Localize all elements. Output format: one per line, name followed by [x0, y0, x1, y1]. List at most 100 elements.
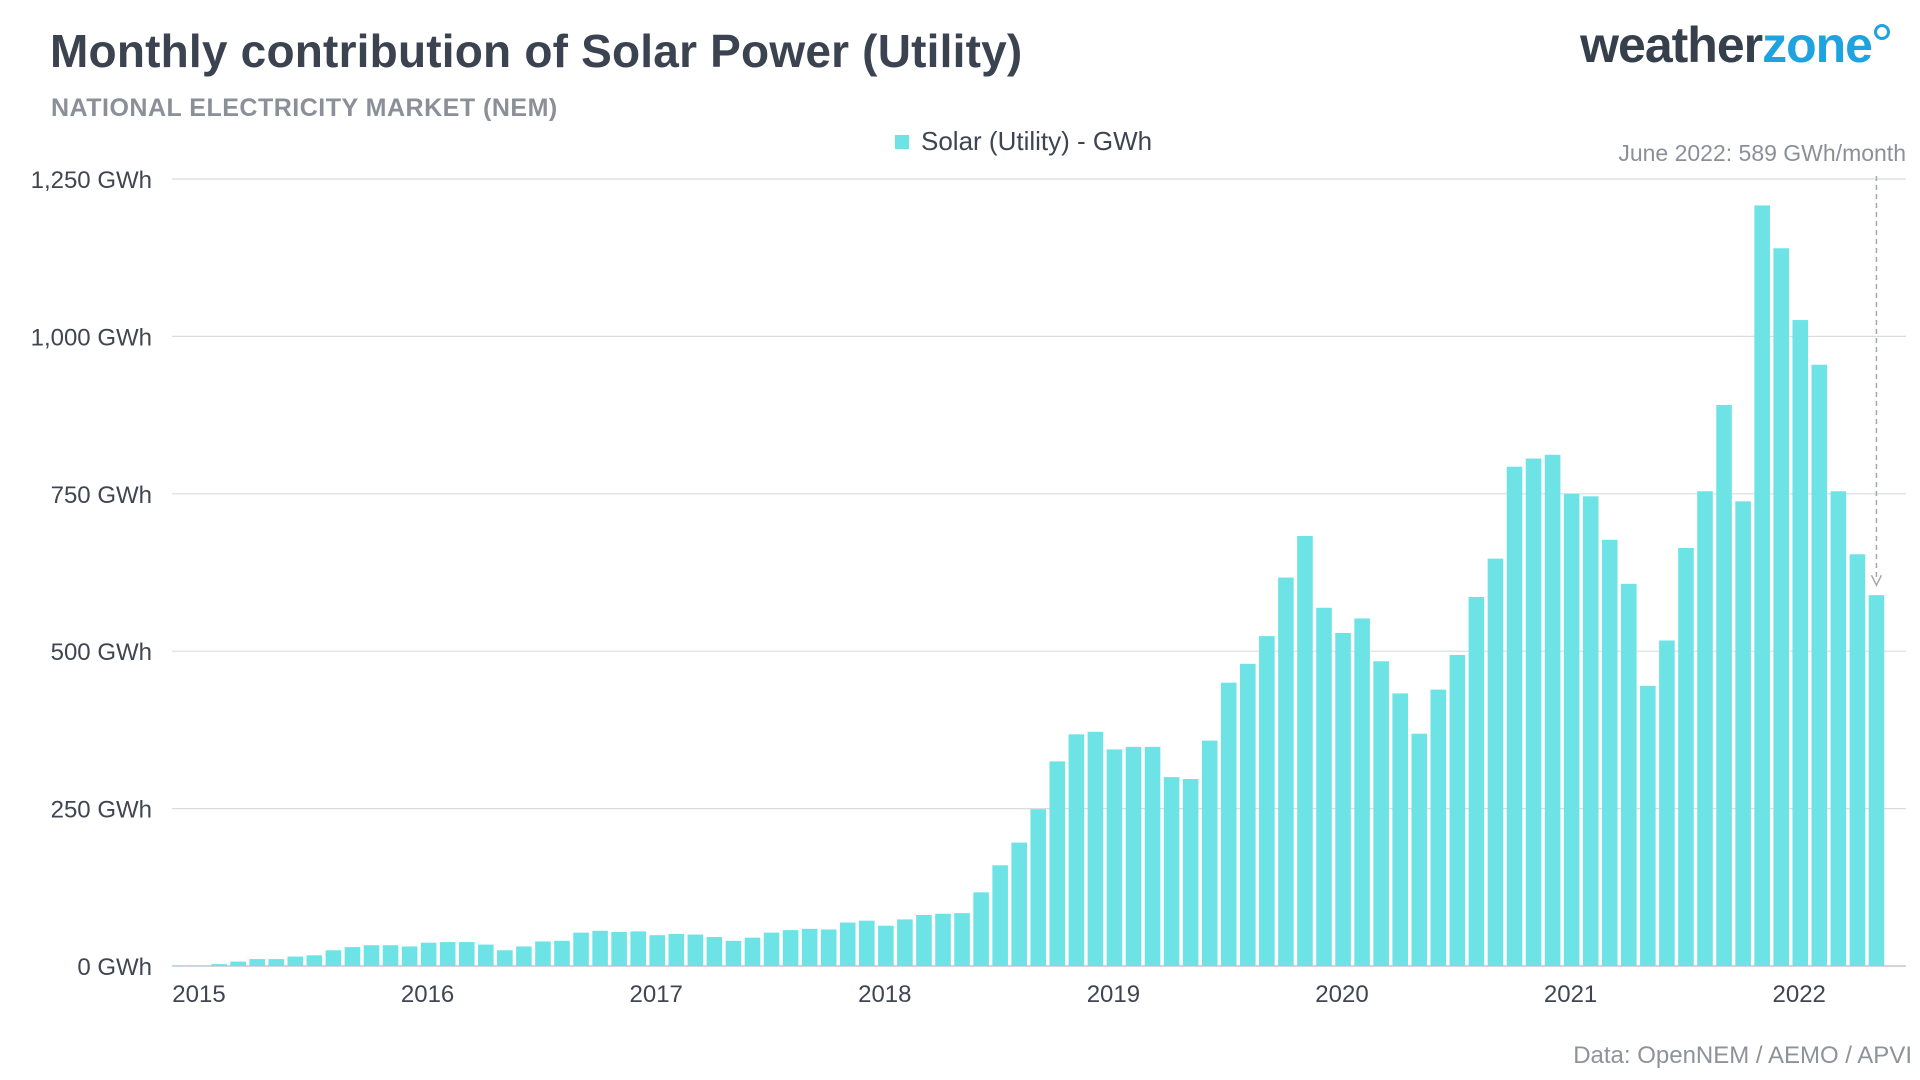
- bar: [1430, 689, 1447, 966]
- bar: [1830, 491, 1847, 966]
- bar: [1868, 595, 1885, 966]
- bar: [839, 922, 856, 966]
- bar: [706, 937, 723, 966]
- bar: [535, 941, 551, 966]
- bar: [1640, 685, 1656, 966]
- bar: [1449, 654, 1466, 966]
- bar: [382, 945, 399, 966]
- bar: [630, 931, 646, 966]
- data-source: Data: OpenNEM / AEMO / APVI: [1573, 1042, 1912, 1069]
- bar: [1297, 535, 1313, 966]
- bar: [478, 944, 494, 966]
- bar: [1659, 640, 1675, 966]
- y-tick-label: 0 GWh: [77, 954, 152, 981]
- legend-label: Solar (Utility) - GWh: [921, 126, 1153, 156]
- y-tick-label: 750 GWh: [51, 482, 152, 509]
- bar: [1240, 663, 1256, 966]
- bar: [992, 865, 1008, 966]
- y-tick-label: 250 GWh: [51, 797, 152, 824]
- bar: [782, 930, 799, 966]
- x-tick-label: 2015: [172, 981, 225, 1008]
- x-tick-label: 2019: [1087, 981, 1140, 1008]
- bar: [1087, 731, 1104, 966]
- bar: [1144, 746, 1161, 966]
- bar: [1220, 682, 1237, 966]
- bar: [1163, 777, 1180, 966]
- bar: [1316, 607, 1332, 966]
- logo-part-weather: weather: [1580, 17, 1763, 73]
- bar: [1506, 466, 1523, 966]
- bar: [573, 932, 589, 966]
- bar: [763, 932, 780, 966]
- bar: [516, 946, 532, 966]
- bar: [1468, 597, 1485, 966]
- bar: [1678, 547, 1694, 966]
- bar: [1525, 458, 1542, 966]
- bar: [1563, 493, 1580, 966]
- bar: [1411, 733, 1428, 966]
- bar: [554, 940, 570, 966]
- x-tick-label: 2017: [630, 981, 683, 1008]
- x-tick-label: 2020: [1315, 981, 1368, 1008]
- bar: [1735, 501, 1751, 966]
- bar: [1392, 693, 1408, 966]
- bar: [1621, 583, 1637, 966]
- chart-title: Monthly contribution of Solar Power (Uti…: [50, 25, 1023, 77]
- bar: [1849, 554, 1866, 966]
- bar: [458, 942, 475, 966]
- bar: [268, 959, 285, 966]
- bar: [230, 961, 246, 966]
- bar: [1773, 248, 1789, 967]
- chart-legend: Solar (Utility) - GWh: [895, 126, 1152, 157]
- bar: [1373, 661, 1389, 966]
- weatherzone-logo: weatherzone: [1580, 16, 1890, 74]
- bar: [1106, 749, 1123, 966]
- bar: [1716, 405, 1732, 967]
- bar: [1049, 761, 1066, 966]
- annotation-arrow-icon: [1870, 574, 1883, 587]
- bar: [420, 942, 437, 966]
- bar: [744, 937, 761, 966]
- chart-subtitle: NATIONAL ELECTRICITY MARKET (NEM): [51, 94, 558, 122]
- bar: [897, 919, 913, 966]
- bar: [1601, 539, 1618, 966]
- bar: [801, 928, 818, 966]
- bar: [1068, 734, 1085, 966]
- bar: [1125, 746, 1142, 966]
- bar: [1182, 779, 1199, 966]
- bar: [306, 955, 323, 966]
- bar: [1582, 496, 1599, 966]
- bar: [439, 942, 456, 966]
- bar: [1811, 364, 1828, 966]
- bar: [687, 934, 704, 966]
- bar: [1544, 454, 1561, 966]
- logo-part-zone: zone: [1762, 17, 1873, 73]
- bar: [820, 929, 837, 966]
- bar: [1792, 320, 1809, 966]
- bar: [1335, 632, 1351, 966]
- bar: [1011, 842, 1027, 966]
- bar: [497, 950, 513, 966]
- y-tick-label: 1,000 GWh: [31, 324, 152, 351]
- bar: [1354, 618, 1370, 966]
- x-tick-label: 2022: [1773, 981, 1826, 1008]
- bar: [401, 946, 418, 966]
- bar: [1697, 491, 1713, 966]
- bar: [859, 920, 875, 966]
- bar: [1030, 809, 1047, 966]
- x-tick-label: 2016: [401, 981, 454, 1008]
- bar: [173, 965, 189, 966]
- bar: [287, 956, 304, 966]
- bar: [611, 932, 627, 966]
- bar: [1754, 205, 1770, 966]
- bar: [363, 945, 380, 966]
- bar: [1259, 636, 1275, 966]
- bar: [1278, 577, 1294, 966]
- y-tick-label: 500 GWh: [51, 639, 152, 666]
- logo-degree-icon: [1874, 24, 1890, 40]
- bar: [916, 915, 932, 966]
- x-tick-label: 2018: [858, 981, 911, 1008]
- bar: [668, 933, 685, 966]
